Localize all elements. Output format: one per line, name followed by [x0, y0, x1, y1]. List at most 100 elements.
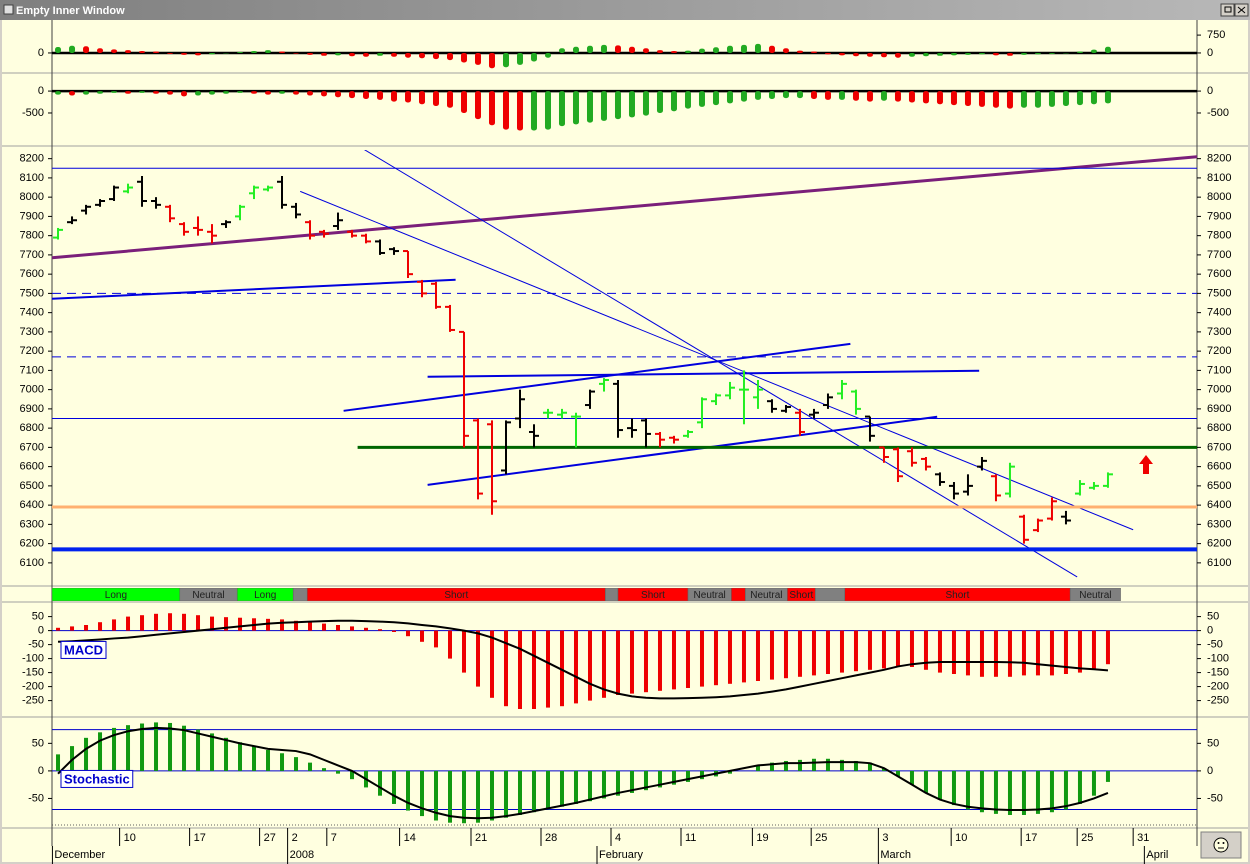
- x-tick-label: 7: [331, 832, 337, 844]
- histogram-bar: [517, 630, 522, 709]
- oscillator-bar: [810, 91, 817, 99]
- histogram-bar: [420, 770, 425, 817]
- histogram-bar: [615, 630, 620, 695]
- histogram-bar: [867, 762, 872, 771]
- histogram-bar: [112, 619, 117, 631]
- histogram-bar: [336, 770, 341, 774]
- y-tick-label: 7800: [20, 230, 44, 242]
- oscillator-bar: [181, 52, 188, 55]
- y2-tick-label: 0: [1207, 625, 1213, 637]
- x-tick-label: 25: [815, 832, 827, 844]
- histogram-bar: [1007, 630, 1012, 677]
- trend-line: [52, 155, 1197, 260]
- oscillator-bar: [1034, 91, 1041, 108]
- status-button[interactable]: [1200, 831, 1242, 859]
- histogram-bar: [252, 746, 257, 771]
- y-tick-label: 6300: [20, 518, 44, 530]
- oscillator-bar: [558, 48, 565, 53]
- oscillator-bar: [223, 91, 230, 94]
- histogram-bar: [881, 630, 886, 669]
- oscillator-bar: [446, 52, 453, 61]
- histogram-bar: [909, 630, 914, 667]
- y-tick-label: 7000: [20, 384, 44, 396]
- y2-tick-label: 7900: [1207, 210, 1231, 222]
- x-tick-label: 2: [292, 832, 298, 844]
- y2-tick-label: -150: [1207, 667, 1229, 679]
- panel-state: Long Neutral Long Short Short Neutral Neutral S…: [52, 588, 1121, 601]
- histogram-bar: [909, 770, 914, 785]
- y2-tick-label: 0: [1207, 47, 1213, 59]
- oscillator-bar: [908, 52, 915, 57]
- histogram-bar: [489, 630, 494, 698]
- oscillator-bar: [460, 91, 467, 113]
- oscillator-bar: [656, 50, 663, 53]
- y2-tick-label: -100: [1207, 653, 1229, 665]
- state-label: Short: [789, 590, 813, 601]
- y2-tick-label: 7500: [1207, 287, 1231, 299]
- histogram-bar: [98, 732, 103, 771]
- histogram-bar: [797, 759, 802, 771]
- oscillator-bar: [251, 91, 258, 94]
- plot-area: 075000-5000-5006100620063006400650066006…: [20, 29, 1231, 864]
- panel-label-frame: [60, 640, 107, 659]
- histogram-bar: [1021, 770, 1026, 815]
- y-tick-label: -200: [22, 681, 44, 693]
- histogram-bar: [783, 760, 788, 771]
- y-tick-label: 0: [38, 625, 44, 637]
- oscillator-bar: [866, 52, 873, 57]
- x-tick-label: 28: [545, 832, 557, 844]
- x-tick-label: 11: [685, 832, 696, 844]
- histogram-bar: [461, 630, 466, 673]
- y2-tick-label: 50: [1207, 737, 1219, 749]
- state-segment: [605, 588, 619, 601]
- month-label: March: [880, 849, 911, 861]
- histogram-bar: [420, 630, 425, 642]
- histogram-bar: [1035, 630, 1040, 676]
- histogram-bar: [727, 630, 732, 684]
- histogram-bar: [1063, 770, 1068, 810]
- oscillator-bar: [167, 91, 174, 95]
- oscillator-bar: [852, 91, 859, 101]
- oscillator-bar: [209, 91, 216, 95]
- y2-tick-label: 6600: [1207, 461, 1231, 473]
- histogram-bar: [867, 630, 872, 670]
- histogram-bar: [433, 770, 438, 821]
- oscillator-bar: [502, 52, 509, 68]
- y2-tick-label: 7700: [1207, 249, 1231, 261]
- y-tick-label: 6500: [20, 480, 44, 492]
- histogram-bar: [364, 627, 369, 631]
- y-tick-label: 7600: [20, 268, 44, 280]
- oscillator-bar: [488, 52, 495, 69]
- y2-tick-label: 6200: [1207, 538, 1231, 550]
- y2-tick-label: 7000: [1207, 384, 1231, 396]
- histogram-bar: [1063, 630, 1068, 674]
- histogram-bar: [168, 613, 173, 631]
- y2-tick-label: -50: [1207, 639, 1223, 651]
- oscillator-bar: [908, 91, 915, 103]
- y2-tick-label: 8000: [1207, 191, 1231, 203]
- panel-label: Stochastic: [64, 771, 130, 786]
- x-tick-label: 4: [615, 832, 621, 844]
- up-arrow: [1139, 455, 1153, 474]
- histogram-bar: [350, 770, 355, 780]
- oscillator-bar: [153, 51, 160, 53]
- oscillator-bar: [1104, 91, 1111, 104]
- oscillator-bar: [125, 91, 132, 94]
- y-tick-label: 6900: [20, 403, 44, 415]
- histogram-bar: [559, 770, 564, 807]
- oscillator-bar: [69, 91, 76, 96]
- restore-button[interactable]: [1220, 3, 1235, 17]
- oscillator-bar: [307, 52, 314, 55]
- y-tick-label: 7400: [20, 307, 44, 319]
- oscillator-bar: [321, 52, 328, 56]
- month-label: December: [54, 849, 105, 861]
- y2-tick-label: 7800: [1207, 230, 1231, 242]
- close-button[interactable]: [1234, 3, 1249, 17]
- histogram-bar: [979, 630, 984, 677]
- histogram-bar: [112, 727, 117, 771]
- histogram-bar: [70, 746, 75, 771]
- oscillator-bar: [460, 52, 467, 63]
- y-tick-label: 6400: [20, 499, 44, 511]
- oscillator-bar: [838, 91, 845, 100]
- oscillator-bar: [1034, 52, 1041, 55]
